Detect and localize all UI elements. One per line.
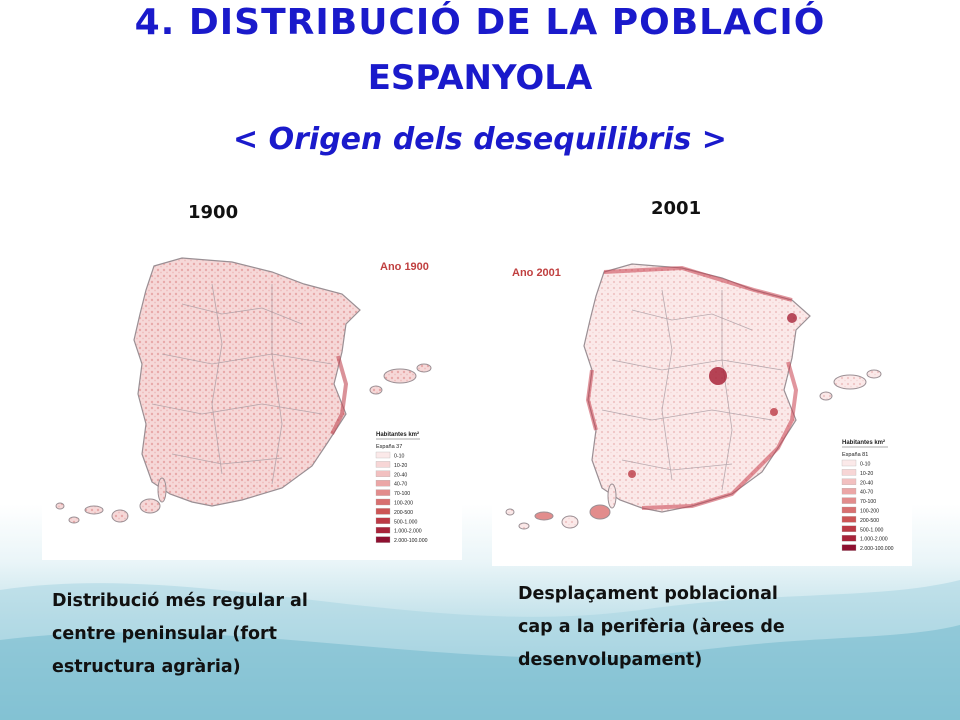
svg-text:España 37: España 37 [376, 444, 402, 450]
coastline-dense-periphery [585, 265, 799, 510]
svg-text:Habitantes km²: Habitantes km² [376, 431, 419, 438]
slide-subtitle: < Origen dels desequilibris > [233, 122, 727, 157]
caption-line: centre peninsular (fort [52, 624, 278, 644]
legend-label: 1.000-2.000 [394, 529, 422, 535]
balearic-islands [833, 374, 867, 390]
caption-2001: Desplaçament poblacional cap a la perifè… [518, 578, 898, 677]
iberian-peninsula-shape [133, 257, 361, 507]
madrid-dense-area [709, 367, 727, 385]
legend-swatch [841, 497, 857, 504]
legend-swatch [841, 488, 857, 495]
legend-label: 500-1.000 [860, 527, 883, 533]
legend-label: 20-40 [860, 480, 873, 486]
svg-text:España 81: España 81 [842, 452, 868, 458]
legend-swatch [375, 470, 391, 477]
legend-label: 70-100 [860, 499, 876, 505]
caption-line: desenvolupament) [518, 650, 703, 670]
legend-label: 100-200 [394, 501, 413, 507]
legend-label: 200-500 [394, 510, 413, 516]
legend-label: 40-70 [394, 482, 407, 488]
coastline-east-dense [330, 355, 349, 435]
legend-swatch [841, 459, 857, 467]
legend-label: 10-20 [394, 463, 407, 469]
legend-label: 1.000-2.000 [860, 537, 888, 543]
year-label-1900: 1900 [188, 202, 239, 223]
legend-label: 2.000-100.000 [860, 546, 894, 552]
caption-line: Desplaçament poblacional [518, 584, 778, 604]
slide-title-line2: ESPANYOLA [367, 58, 593, 98]
legend-swatch [841, 525, 857, 532]
legend-label: 70-100 [394, 491, 410, 497]
iberian-peninsula-shape [583, 263, 811, 513]
canary-islands [505, 483, 617, 530]
legend-swatch [375, 480, 391, 487]
caption-line: Distribució més regular al [52, 591, 308, 611]
balearic-islands [383, 368, 417, 384]
legend-swatch [375, 451, 391, 459]
legend-label: 40-70 [860, 490, 873, 496]
legend-swatch [375, 527, 391, 534]
legend-swatch [375, 536, 391, 543]
legend-swatch [841, 469, 857, 476]
population-map-1900: Ano 1900 Habitantes km² España 37 0-10 10… [42, 244, 462, 560]
legend-label: 100-200 [860, 509, 879, 515]
map-heading: Ano 1900 [380, 261, 429, 273]
caption-line: estructura agrària) [52, 657, 241, 677]
legend-swatch [841, 478, 857, 485]
map-legend: Habitantes km² España 81 0-10 10-20 20-40 4… [841, 439, 894, 552]
legend-swatch [841, 544, 857, 551]
background-wave [0, 580, 960, 720]
canary-islands [55, 477, 167, 524]
legend-swatch [841, 516, 857, 523]
legend-swatch [841, 535, 857, 542]
legend-label: 0-10 [394, 454, 404, 460]
caption-line: cap a la perifèria (àrees de [518, 617, 785, 637]
map-legend: Habitantes km² España 37 0-10 10-20 20-40 4… [375, 431, 428, 544]
legend-swatch [375, 508, 391, 515]
legend-swatch [375, 489, 391, 496]
map-heading: Ano 2001 [512, 267, 561, 279]
legend-swatch [375, 461, 391, 468]
legend-swatch [375, 498, 391, 506]
year-label-2001: 2001 [651, 198, 702, 219]
legend-swatch [375, 517, 391, 524]
legend-label: 20-40 [394, 472, 407, 478]
slide-title-line1: 4. DISTRIBUCIÓ DE LA POBLACIÓ [134, 2, 826, 43]
caption-1900: Distribució més regular al centre penins… [52, 585, 412, 684]
legend-swatch [841, 506, 857, 514]
legend-label: 500-1.000 [394, 519, 417, 525]
legend-label: 200-500 [860, 518, 879, 524]
legend-label: 2.000-100.000 [394, 538, 428, 544]
legend-label: 10-20 [860, 471, 873, 477]
population-map-2001: Ano 2001 Habitantes km² España 81 0-10 10… [492, 244, 912, 566]
legend-label: 0-10 [860, 462, 870, 468]
svg-text:Habitantes km²: Habitantes km² [842, 439, 885, 446]
